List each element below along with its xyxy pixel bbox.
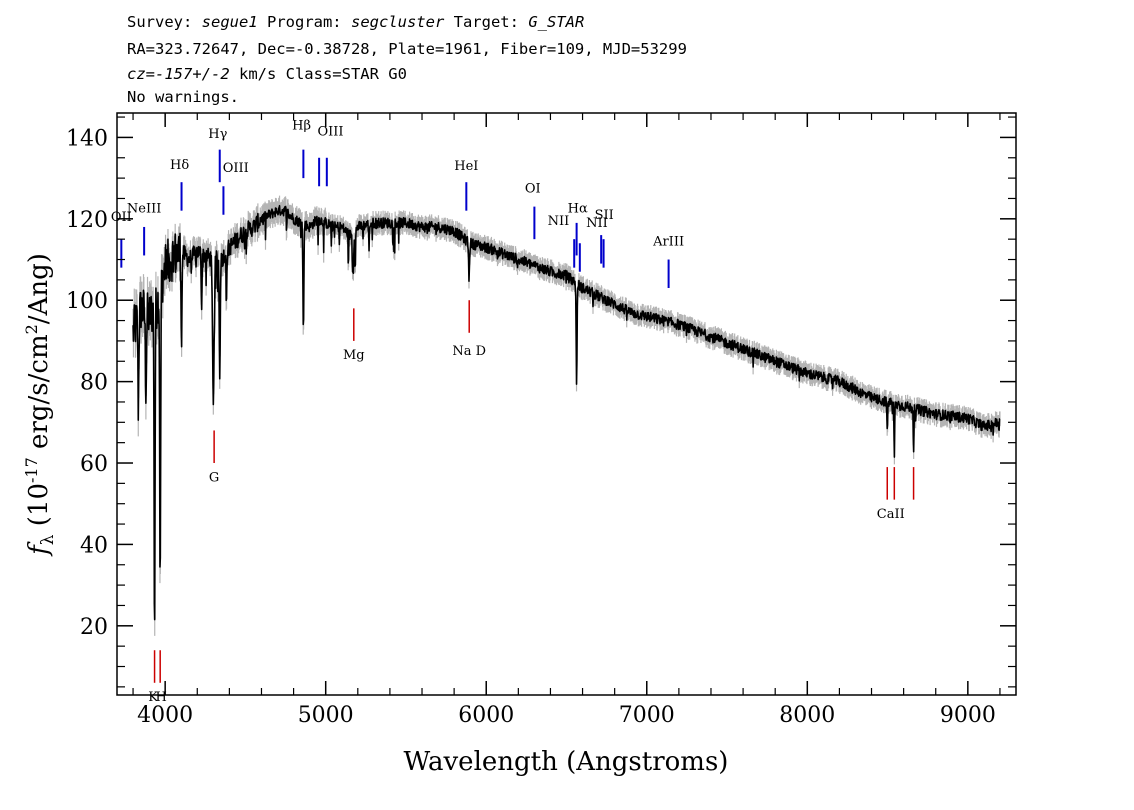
- spectral-line-label: Hδ: [170, 158, 189, 173]
- y-tick-label: 140: [66, 126, 108, 151]
- x-tick-label: 5000: [298, 703, 354, 728]
- axis-ticks: [117, 113, 1016, 695]
- header-block: Survey: segue1 Program: segcluster Targe…: [127, 13, 687, 106]
- y-axis-label-part: λ: [38, 534, 58, 545]
- y-tick-label: 40: [80, 533, 108, 558]
- y-axis-label-part: /Ang): [24, 253, 54, 324]
- y-tick-label: 100: [66, 289, 108, 314]
- flux-series: [132, 204, 1001, 621]
- header-run: km/s Class=STAR G0: [230, 65, 407, 83]
- spectral-line-label: OIII: [317, 124, 343, 139]
- x-tick-label: 9000: [940, 703, 996, 728]
- y-axis-label-part: -17: [22, 457, 41, 483]
- spectral-line-label: K: [148, 690, 158, 705]
- plot-frame: [116, 112, 1017, 696]
- y-axis-label-part: erg/s/cm: [24, 334, 54, 457]
- spectral-line-label: SII: [595, 208, 614, 223]
- header-run: segue1: [202, 13, 258, 31]
- x-tick-label: 8000: [779, 703, 835, 728]
- header-run: cz=-157+/-2: [127, 65, 230, 83]
- spectral-line-label: CaII: [877, 507, 905, 522]
- error-band: [132, 195, 1001, 636]
- header-run: Target:: [444, 13, 528, 31]
- flux-error-band: [132, 195, 1001, 636]
- spectral-line-label: OIII: [223, 161, 249, 176]
- header-run: G_STAR: [528, 13, 584, 31]
- y-tick-label: 60: [80, 452, 108, 477]
- y-tick-label: 120: [66, 208, 108, 233]
- y-axis-label-part: 2: [22, 324, 41, 334]
- spectral-line-label: Mg: [343, 348, 365, 363]
- header-run: segcluster: [351, 13, 445, 31]
- y-tick-label: 20: [80, 615, 108, 640]
- spectral-line-label: NII: [586, 216, 608, 231]
- spectral-line-label: Hβ: [292, 118, 311, 133]
- y-axis-label-part: (10: [24, 483, 54, 535]
- spectral-line-label: Hγ: [208, 127, 227, 142]
- x-tick-label: 4000: [137, 703, 193, 728]
- flux-line: [132, 204, 1001, 621]
- x-tick-label: 6000: [458, 703, 514, 728]
- x-axis-label: Wavelength (Angstroms): [404, 747, 729, 777]
- y-axis-label: fλ (10-17 erg/s/cm2/Ang): [22, 253, 58, 557]
- tick-labels: 4000 5000 6000 7000 8000 9000 20 40 60 80 100 120 14…: [66, 126, 996, 728]
- spectral-line-label: NeIII: [127, 202, 161, 217]
- spectral-line-label: H: [155, 690, 166, 705]
- header-line-redshift: cz=-157+/-2 km/s Class=STAR G0: [127, 65, 407, 83]
- spectral-line-label: G: [209, 470, 219, 485]
- header-line-warnings: No warnings.: [127, 88, 239, 106]
- spectral-line-label: NII: [548, 214, 570, 229]
- header-line-survey: Survey: segue1 Program: segcluster Targe…: [127, 13, 584, 31]
- spectral-line-label: Na D: [452, 344, 486, 359]
- header-line-coords: RA=323.72647, Dec=-0.38728, Plate=1961, …: [127, 40, 687, 58]
- header-run: Survey:: [127, 13, 202, 31]
- spectral-line-label: OII: [111, 210, 132, 225]
- y-tick-label: 80: [80, 371, 108, 396]
- spectral-line-markers: [120, 149, 915, 683]
- spectral-line-label: Hα: [568, 202, 588, 217]
- spectral-line-label: OI: [525, 181, 541, 196]
- spectral-line-label: ArIII: [652, 234, 684, 249]
- spectral-line-label: HeI: [454, 159, 478, 174]
- x-tick-label: 7000: [619, 703, 675, 728]
- header-run: Program:: [258, 13, 351, 31]
